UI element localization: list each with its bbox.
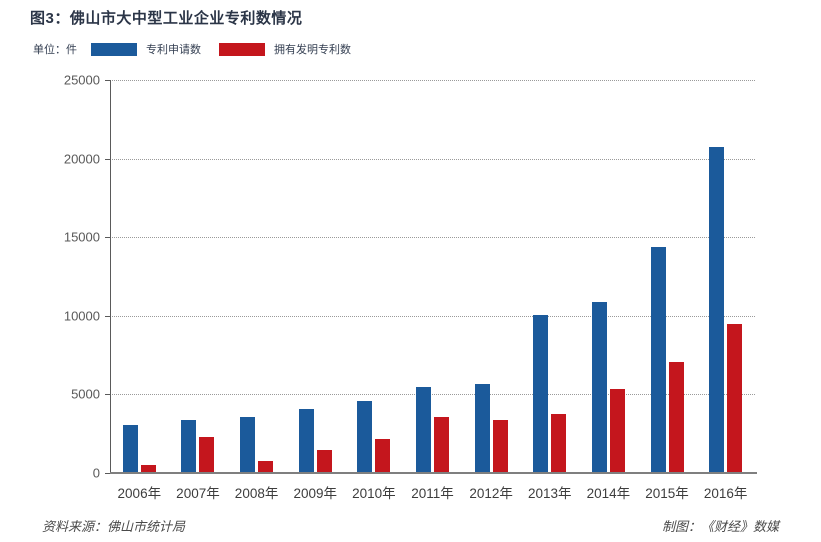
legend-label: 专利申请数 bbox=[146, 44, 201, 56]
bar-专利申请数-2007年 bbox=[181, 420, 197, 472]
bar-拥有发明专利数-2014年 bbox=[609, 388, 625, 472]
y-axis-tick bbox=[105, 158, 110, 160]
bar-专利申请数-2010年 bbox=[357, 401, 373, 472]
legend-item-1: 拥有发明专利数 bbox=[219, 41, 351, 57]
gridline-25000 bbox=[110, 80, 755, 81]
bar-拥有发明专利数-2009年 bbox=[316, 449, 332, 472]
gridline-15000 bbox=[110, 237, 755, 239]
gridline-5000 bbox=[110, 394, 755, 396]
x-axis-tick-label: 2008年 bbox=[234, 486, 279, 501]
x-axis-tick-label: 2006年 bbox=[117, 486, 162, 501]
bar-专利申请数-2016年 bbox=[709, 146, 725, 472]
bar-专利申请数-2014年 bbox=[591, 302, 607, 472]
y-axis-tick bbox=[105, 237, 110, 239]
legend-swatch-icon bbox=[91, 42, 137, 56]
y-axis-tick-label: 25000 bbox=[63, 72, 100, 88]
legend: 单位：件 专利申请数 拥有发明专利数 bbox=[33, 41, 369, 57]
y-axis-line bbox=[110, 80, 111, 473]
unit-label: 单位：件 bbox=[33, 44, 77, 56]
y-axis-tick-label: 0 bbox=[92, 465, 100, 481]
bar-拥有发明专利数-2006年 bbox=[140, 464, 156, 472]
bar-专利申请数-2013年 bbox=[533, 314, 549, 472]
x-axis-tick-label: 2007年 bbox=[176, 486, 220, 501]
x-axis-tick-label: 2010年 bbox=[352, 486, 396, 501]
bar-拥有发明专利数-2015年 bbox=[668, 361, 684, 472]
x-axis-tick-label: 2014年 bbox=[586, 486, 631, 501]
legend-label: 拥有发明专利数 bbox=[274, 44, 351, 56]
x-axis-tick-label: 2015年 bbox=[645, 486, 689, 501]
bar-拥有发明专利数-2010年 bbox=[375, 438, 391, 472]
data-source-note: 资料来源：佛山市统计局 bbox=[42, 519, 186, 534]
x-axis-tick-label: 2016年 bbox=[703, 486, 748, 501]
y-axis-tick bbox=[105, 394, 110, 396]
y-axis-tick bbox=[105, 315, 110, 317]
legend-swatch-icon bbox=[219, 42, 265, 56]
y-axis-tick bbox=[105, 473, 110, 474]
bar-拥有发明专利数-2011年 bbox=[434, 416, 449, 472]
bar-专利申请数-2006年 bbox=[122, 424, 138, 472]
chart-title: 图3：佛山市大中型工业企业专利数情况 bbox=[30, 10, 303, 27]
y-axis-tick-label: 10000 bbox=[63, 308, 100, 324]
bar-拥有发明专利数-2013年 bbox=[551, 413, 567, 472]
bar-拥有发明专利数-2016年 bbox=[727, 324, 743, 472]
bar-拥有发明专利数-2008年 bbox=[258, 460, 274, 472]
y-axis-tick-label: 15000 bbox=[63, 229, 100, 245]
credit-note: 制图：《财经》数媒 bbox=[661, 519, 779, 534]
bar-专利申请数-2015年 bbox=[650, 247, 666, 472]
bar-专利申请数-2011年 bbox=[416, 387, 431, 472]
gridline-10000 bbox=[110, 315, 755, 317]
bar-专利申请数-2012年 bbox=[474, 383, 490, 472]
x-axis-tick-label: 2011年 bbox=[411, 486, 454, 501]
y-axis-tick-label: 20000 bbox=[63, 151, 100, 167]
legend-item-0: 专利申请数 bbox=[91, 41, 201, 57]
x-axis-tick-label: 2013年 bbox=[527, 486, 572, 501]
x-axis-tick-label: 2009年 bbox=[293, 486, 337, 501]
x-axis-tick-label: 2012年 bbox=[469, 486, 513, 501]
bar-拥有发明专利数-2012年 bbox=[492, 420, 508, 472]
bar-专利申请数-2009年 bbox=[298, 409, 314, 472]
x-axis-line bbox=[110, 472, 757, 474]
y-axis-tick-label: 5000 bbox=[71, 386, 100, 402]
bar-专利申请数-2008年 bbox=[240, 416, 256, 472]
gridline-20000 bbox=[110, 158, 755, 160]
y-axis-tick bbox=[105, 80, 110, 81]
bar-拥有发明专利数-2007年 bbox=[199, 437, 215, 472]
